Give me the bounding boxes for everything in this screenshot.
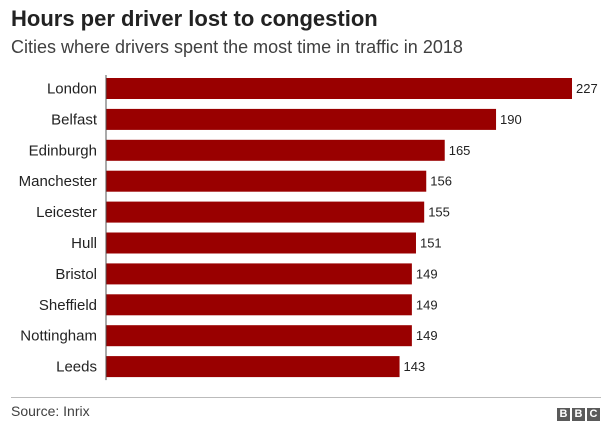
value-label: 149	[416, 328, 438, 343]
bar	[106, 78, 572, 99]
category-label: Belfast	[51, 111, 98, 128]
bar	[106, 325, 412, 347]
chart-subtitle: Cities where drivers spent the most time…	[11, 37, 463, 57]
category-label: Hull	[71, 235, 97, 252]
chart-title: Hours per driver lost to congestion	[11, 6, 378, 31]
bar	[106, 356, 400, 378]
source-note: Source: Inrix	[11, 403, 90, 419]
category-label: Edinburgh	[29, 142, 97, 159]
category-label: Leicester	[36, 204, 97, 221]
value-label: 149	[416, 266, 438, 281]
category-label: Bristol	[55, 266, 97, 283]
category-label: Manchester	[19, 173, 97, 190]
value-label: 227	[576, 81, 598, 96]
bar	[106, 263, 412, 285]
bar	[106, 108, 497, 130]
bbc-logo-letter: B	[572, 408, 585, 421]
category-label: Leeds	[56, 359, 97, 376]
footer-divider	[11, 397, 601, 398]
bbc-logo: B B C	[557, 408, 600, 421]
value-label: 156	[430, 174, 452, 189]
bar	[106, 201, 425, 223]
bar	[106, 139, 445, 161]
value-label: 190	[500, 112, 522, 127]
value-label: 143	[404, 359, 426, 374]
category-label: Nottingham	[20, 328, 97, 345]
value-label: 155	[428, 205, 450, 220]
bar	[106, 294, 412, 316]
bar	[106, 170, 427, 192]
category-label: Sheffield	[39, 297, 97, 314]
bbc-logo-letter: C	[587, 408, 600, 421]
bbc-logo-letter: B	[557, 408, 570, 421]
bar	[106, 232, 416, 254]
category-label: London	[47, 81, 97, 98]
value-label: 149	[416, 297, 438, 312]
value-label: 151	[420, 236, 442, 251]
value-label: 165	[449, 143, 471, 158]
